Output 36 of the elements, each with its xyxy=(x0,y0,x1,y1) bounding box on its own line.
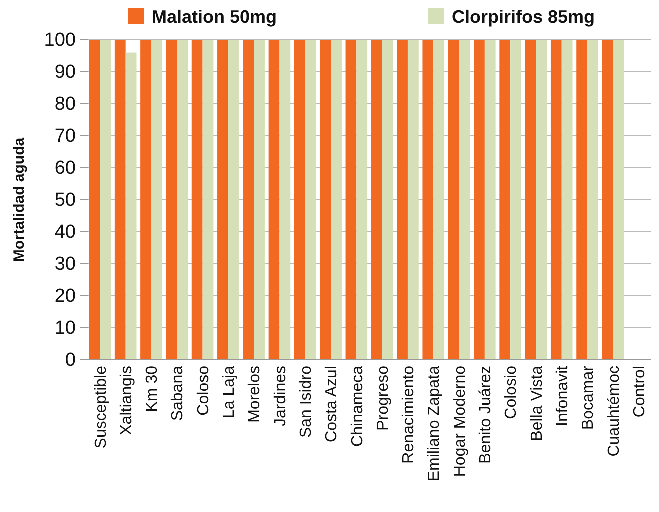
x-tick-label: Progreso xyxy=(374,366,392,431)
x-tick-label: Susceptible xyxy=(92,366,110,449)
x-tick-label: Chinameca xyxy=(349,366,366,447)
x-tick-label: Morelos xyxy=(246,366,264,423)
x-tick-label: San Isidro xyxy=(298,366,315,438)
x-tick-label: Sabana xyxy=(170,366,187,422)
y-axis-title: Mortalidad aguda xyxy=(11,137,28,262)
y-tick-label: 0 xyxy=(65,350,76,372)
x-tick-label: Coloso xyxy=(195,366,212,416)
y-tick-label: 20 xyxy=(54,286,76,308)
x-tick-label: Xaltiangis xyxy=(118,366,136,436)
x-tick-label: La Laja xyxy=(221,366,238,418)
x-tick-label: Control xyxy=(631,366,648,418)
x-tick-label: Emiliano Zapata xyxy=(426,366,444,482)
x-tick-label: Infonavit xyxy=(554,365,572,426)
x-tick-label: Benito Juárez xyxy=(478,366,495,464)
x-tick-label: Renacimiento xyxy=(400,366,418,464)
y-tick-label: 10 xyxy=(54,318,76,340)
y-tick-label: 50 xyxy=(54,190,76,212)
y-tick-label: 30 xyxy=(54,254,76,276)
y-tick-label: 90 xyxy=(54,62,76,84)
legend-label: Malation 50mg xyxy=(152,7,278,27)
y-tick-label: 70 xyxy=(54,126,76,148)
x-tick-label: Colosio xyxy=(503,366,520,420)
x-tick-label: Costa Azul xyxy=(324,366,341,442)
x-tick-label: Bocamar xyxy=(580,365,598,430)
x-tick-label: Cuauhtémoc xyxy=(606,366,623,457)
x-tick-label: Hogar Moderno xyxy=(452,366,469,478)
x-tick-label: Km 30 xyxy=(144,366,162,412)
y-tick-label: 60 xyxy=(54,158,76,180)
y-tick-label: 100 xyxy=(44,30,76,52)
legend-label: Clorpirifos 85mg xyxy=(452,7,596,27)
y-tick-label: 80 xyxy=(54,94,76,116)
x-tick-label: Bella Vista xyxy=(528,366,546,442)
y-tick-label: 40 xyxy=(54,222,76,244)
x-tick-label: Jardines xyxy=(272,366,290,426)
